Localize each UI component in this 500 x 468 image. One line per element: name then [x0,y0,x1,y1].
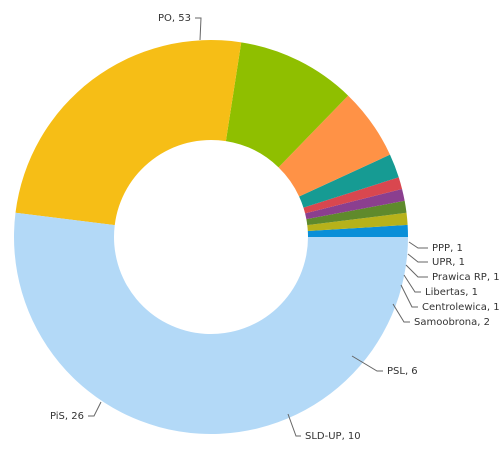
slice-label-ppp: PPP, 1 [432,243,463,254]
slice-sld-up [225,42,349,168]
slice-samoobrona [299,154,399,208]
leader-line-ppp [408,241,428,249]
slice-libertas [305,188,405,220]
slice-ppp [307,224,408,237]
slice-label-sld-up: SLD-UP, 10 [305,431,361,442]
leader-line-psl [351,355,383,372]
slice-label-psl: PSL, 6 [387,366,418,377]
slice-label-prawica-rp: Prawica RP, 1 [432,272,500,283]
leader-line-upr [407,253,428,263]
leader-line-sld-up [287,413,301,437]
leader-line-prawica-rp [405,264,428,278]
slice-label-samoobrona: Samoobrona, 2 [414,317,490,328]
slice-centrolewica [303,177,403,214]
slice-upr [307,212,408,232]
slice-label-po: PO, 53 [158,13,191,24]
slice-label-centrolewica: Centrolewica, 1 [422,302,500,313]
chart-leader-lines [88,17,428,437]
chart-slices [13,39,408,434]
leader-line-pis [88,401,102,417]
slice-label-upr: UPR, 1 [432,257,465,268]
slice-po [13,212,408,434]
slice-prawica-rp [306,200,407,226]
slice-psl [278,95,390,197]
slice-label-libertas: Libertas, 1 [425,287,478,298]
slice-label-pis: PiS, 26 [50,411,84,422]
leader-line-centrolewica [400,284,418,308]
chart-labels: PPP, 1 UPR, 1 Prawica RP, 1 Libertas, 1 Cent… [50,13,500,442]
leader-line-samoobrona [392,303,410,323]
leader-line-libertas [403,274,421,293]
leader-line-po [195,17,202,41]
slice-pis [15,39,242,226]
